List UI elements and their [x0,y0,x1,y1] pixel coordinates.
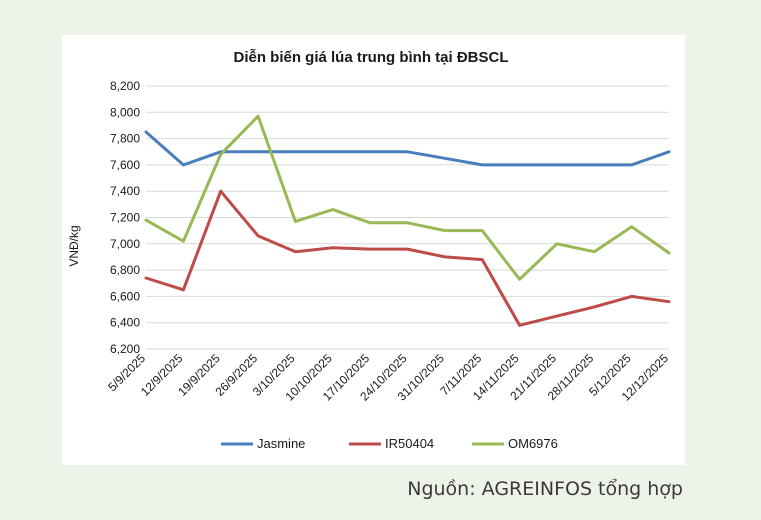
source-note: Nguồn: AGREINFOS tổng hợp [407,478,683,500]
y-tick-label: 6,800 [110,263,140,277]
y-tick-label: 7,800 [110,132,140,146]
line-chart: Diễn biến giá lúa trung bình tại ĐBSCL V… [67,49,671,451]
y-tick-labels: 6,200 6,400 6,600 6,800 7,000 7,200 7,400 7,600… [110,79,140,356]
chart-title: Diễn biến giá lúa trung bình tại ĐBSCL [233,49,508,66]
y-tick-label: 7,600 [110,158,140,172]
y-tick-label: 6,200 [110,342,140,356]
y-tick-label: 7,200 [110,211,140,225]
x-tick-labels: 5/9/202512/9/202519/9/202526/9/20253/10/… [105,351,671,404]
y-axis-label: VNĐ/kg [67,225,81,266]
series-line-om6976 [144,114,671,281]
legend-label-om6976: OM6976 [508,436,558,451]
y-tick-label: 8,000 [110,105,140,119]
legend-label-jasmine: Jasmine [257,436,305,451]
legend-label-ir50404: IR50404 [385,436,434,451]
gridlines [146,85,669,350]
legend: Jasmine IR50404 OM6976 [221,436,558,451]
y-tick-label: 7,000 [110,237,140,251]
y-tick-label: 7,400 [110,184,140,198]
series-lines [144,114,671,327]
y-tick-label: 8,200 [110,79,140,93]
chart-card: Diễn biến giá lúa trung bình tại ĐBSCL V… [62,35,685,465]
series-line-jasmine [144,130,671,167]
y-tick-label: 6,400 [110,316,140,330]
y-tick-label: 6,600 [110,289,140,303]
series-line-ir50404 [144,189,671,327]
